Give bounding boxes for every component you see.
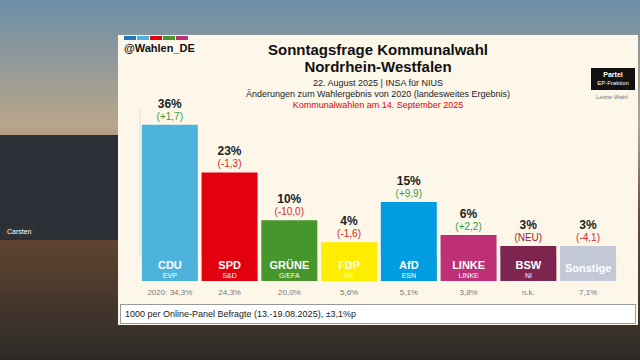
svg-text:(-1,6): (-1,6) bbox=[337, 228, 361, 239]
svg-text:S&D: S&D bbox=[222, 272, 236, 279]
svg-text:15%: 15% bbox=[397, 174, 421, 188]
svg-text:10%: 10% bbox=[277, 192, 301, 206]
svg-text:24,3%: 24,3% bbox=[218, 288, 241, 297]
html-text:Nordrhein-Westfalen: Nordrhein-Westfalen bbox=[304, 58, 452, 75]
svg-text:RE: RE bbox=[344, 272, 354, 279]
svg-text:(-4,1): (-4,1) bbox=[576, 232, 600, 243]
svg-text:7,1%: 7,1% bbox=[579, 288, 597, 297]
svg-text:(-10,0): (-10,0) bbox=[275, 206, 304, 217]
svg-text:23%: 23% bbox=[218, 144, 242, 158]
svg-text:Sonstige: Sonstige bbox=[565, 262, 611, 274]
svg-text:36%: 36% bbox=[158, 97, 182, 111]
html-text:Partei: Partei bbox=[603, 71, 623, 78]
html-text:Carsten: Carsten bbox=[7, 228, 32, 235]
svg-text:LINKE: LINKE bbox=[459, 272, 480, 279]
svg-text:GRÜNE: GRÜNE bbox=[270, 259, 310, 271]
svg-text:SPD: SPD bbox=[218, 259, 241, 271]
svg-text:EVP: EVP bbox=[163, 272, 177, 279]
html-text:EP-Fraktion: EP-Fraktion bbox=[597, 80, 629, 86]
svg-text:20,0%: 20,0% bbox=[278, 288, 301, 297]
svg-text:(-1,3): (-1,3) bbox=[218, 158, 242, 169]
svg-text:ESN: ESN bbox=[402, 272, 416, 279]
svg-text:CDU: CDU bbox=[158, 259, 182, 271]
html-text:Sonntagsfrage Kommunalwahl: Sonntagsfrage Kommunalwahl bbox=[268, 41, 488, 58]
svg-text:4%: 4% bbox=[340, 214, 358, 228]
svg-text:2020: 34,3%: 2020: 34,3% bbox=[147, 288, 192, 297]
svg-text:3,8%: 3,8% bbox=[460, 288, 478, 297]
html-text:Kommunalwahlen am 14. Septembe: Kommunalwahlen am 14. September 2025 bbox=[292, 100, 464, 110]
svg-text:G/EFA: G/EFA bbox=[279, 272, 300, 279]
svg-text:6%: 6% bbox=[460, 207, 478, 221]
svg-text:AfD: AfD bbox=[399, 259, 419, 271]
svg-text:n.k.: n.k. bbox=[522, 288, 535, 297]
svg-text:(+1,7): (+1,7) bbox=[157, 111, 183, 122]
svg-text:3%: 3% bbox=[520, 218, 538, 232]
svg-text:(+2,2): (+2,2) bbox=[455, 221, 481, 232]
html-text:1000 per Online-Panel Befragte: 1000 per Online-Panel Befragte (13.-19.0… bbox=[125, 309, 357, 319]
svg-text:5,6%: 5,6% bbox=[340, 288, 358, 297]
svg-text:BSW: BSW bbox=[516, 259, 542, 271]
svg-text:(+9,9): (+9,9) bbox=[396, 188, 422, 199]
svg-text:FDP: FDP bbox=[338, 259, 360, 271]
html-text:Änderungen zum Wahlergebnis vo: Änderungen zum Wahlergebnis von 2020 (la… bbox=[246, 89, 510, 99]
svg-text:(NEU): (NEU) bbox=[514, 232, 542, 243]
svg-text:5,1%: 5,1% bbox=[400, 288, 418, 297]
html-text:22. August 2025 | INSA für NIU: 22. August 2025 | INSA für NIUS bbox=[313, 78, 443, 88]
html-text:Letzte Wahl: Letzte Wahl bbox=[596, 94, 628, 100]
svg-text:NI: NI bbox=[525, 272, 532, 279]
html-text:@Wahlen_DE: @Wahlen_DE bbox=[124, 42, 195, 54]
svg-text:LINKE: LINKE bbox=[452, 259, 485, 271]
svg-text:3%: 3% bbox=[579, 218, 597, 232]
